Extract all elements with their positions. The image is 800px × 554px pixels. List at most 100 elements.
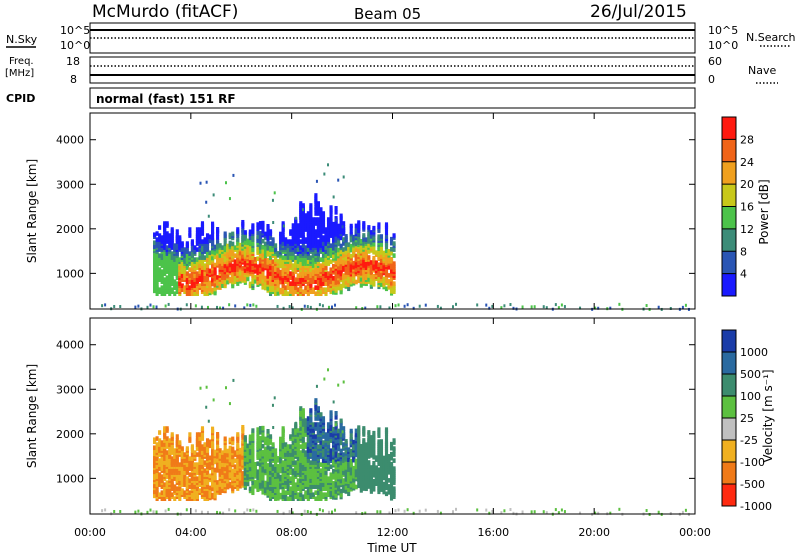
data-cell [291, 285, 295, 290]
data-cell [327, 510, 330, 514]
data-cell [384, 256, 389, 262]
data-cell [306, 281, 310, 286]
data-cell [329, 273, 333, 279]
data-cell [173, 496, 177, 502]
data-cell [165, 235, 169, 240]
data-cell [221, 279, 225, 284]
data-cell [228, 453, 232, 459]
data-cell [195, 257, 199, 262]
data-cell [155, 442, 159, 447]
data-cell [281, 460, 285, 465]
data-cell [362, 241, 366, 246]
data-cell [258, 444, 263, 449]
data-cell [321, 486, 326, 491]
data-cell [384, 439, 389, 444]
data-cell [205, 247, 210, 252]
data-cell [173, 279, 177, 284]
data-cell [158, 271, 162, 276]
data-cell [165, 480, 169, 485]
data-cell [175, 229, 179, 234]
data-cell [319, 207, 323, 212]
data-cell [198, 464, 202, 469]
data-cell [258, 436, 263, 441]
data-cell [206, 305, 209, 309]
data-cell [314, 279, 318, 284]
data-cell [311, 452, 315, 457]
data-cell [205, 180, 208, 184]
data-cell [362, 275, 366, 280]
data-cell [236, 486, 240, 491]
data-cell [327, 368, 330, 372]
data-cell [324, 265, 328, 270]
data-cell [234, 304, 237, 308]
data-cell [256, 230, 260, 235]
data-cell [190, 494, 194, 499]
data-cell [326, 466, 331, 471]
data-cell [306, 211, 310, 216]
data-cell [349, 223, 353, 229]
data-cell [362, 480, 366, 485]
data-cell [165, 450, 169, 455]
data-cell [334, 260, 338, 265]
data-cell [236, 265, 240, 270]
data-cell [271, 464, 275, 469]
data-cell [339, 269, 343, 275]
data-cell [243, 262, 247, 267]
data-cell [376, 305, 379, 309]
data-cell [324, 436, 328, 441]
data-cell [188, 231, 192, 236]
data-cell [389, 469, 394, 475]
data-cell [276, 464, 280, 469]
data-cell [216, 275, 220, 280]
power-ylabel: Slant Range [km] [25, 159, 39, 263]
data-cell [216, 510, 219, 514]
data-cell [388, 511, 391, 515]
data-cell [311, 251, 315, 256]
data-cell [188, 484, 192, 489]
data-cell [228, 471, 232, 477]
data-cell [332, 458, 336, 464]
data-cell [190, 472, 194, 477]
data-cell [316, 436, 320, 441]
data-cell [389, 246, 394, 252]
data-cell [213, 268, 217, 274]
data-cell [326, 217, 331, 222]
data-cell [284, 291, 288, 297]
data-cell [206, 510, 209, 514]
data-cell [248, 281, 252, 287]
data-cell [384, 222, 389, 227]
data-cell [316, 239, 320, 244]
data-cell [332, 221, 336, 227]
data-cell [170, 255, 174, 260]
colorbar-tick-label: 25 [740, 412, 754, 425]
data-cell [168, 289, 172, 294]
data-cell [377, 252, 381, 258]
data-cell [200, 305, 203, 309]
data-cell [289, 247, 293, 252]
data-cell [369, 230, 373, 235]
data-cell [104, 303, 107, 307]
data-cell [137, 304, 140, 308]
data-cell [657, 305, 660, 309]
data-cell [301, 217, 305, 222]
data-cell [392, 233, 396, 238]
data-cell [311, 456, 315, 461]
data-cell [286, 291, 290, 297]
data-cell [296, 227, 300, 232]
data-cell [332, 468, 336, 474]
data-cell [170, 287, 174, 292]
data-cell [289, 464, 293, 469]
data-cell [319, 426, 323, 431]
data-cell [185, 241, 189, 246]
data-cell [241, 424, 245, 430]
data-cell [211, 482, 215, 488]
data-cell [218, 243, 222, 248]
data-cell [203, 255, 207, 260]
data-cell [266, 463, 270, 468]
data-cell [314, 193, 318, 198]
data-cell [359, 488, 363, 493]
data-cell [256, 427, 260, 432]
data-cell [261, 266, 265, 272]
data-cell [188, 267, 192, 272]
data-cell [286, 490, 290, 495]
